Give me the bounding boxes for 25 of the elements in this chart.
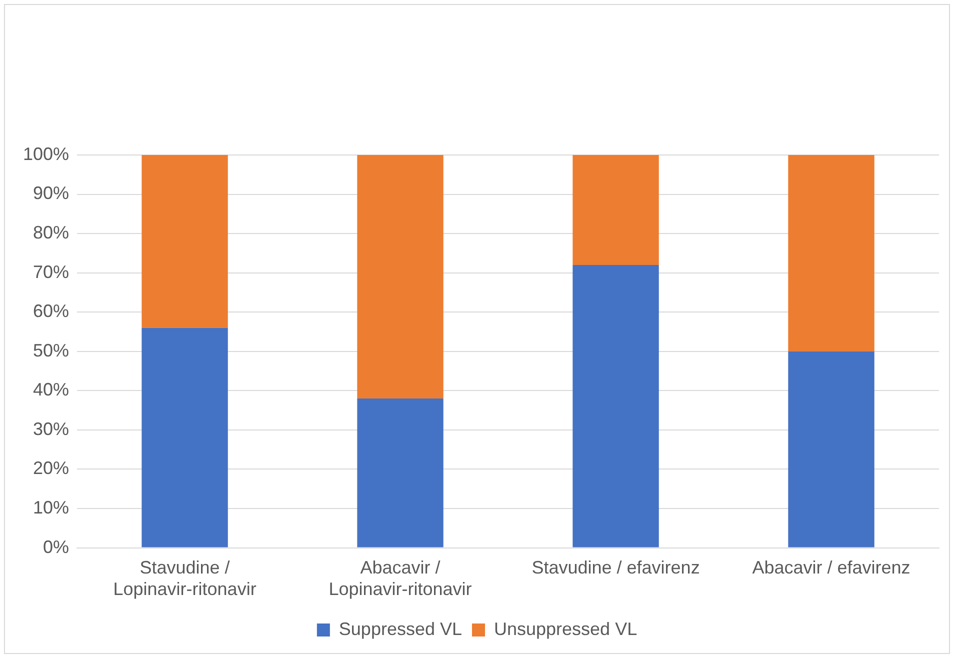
legend-label: Suppressed VL — [338, 618, 462, 639]
y-tick-label: 30% — [33, 418, 70, 439]
bar — [142, 328, 228, 548]
bar — [572, 264, 659, 548]
y-tick-label: 0% — [43, 536, 70, 557]
bar — [357, 155, 444, 399]
bar — [572, 155, 659, 265]
x-tick-label: Abacavir / Lopinavir-ritonavir — [328, 558, 472, 600]
y-tick-label: 60% — [33, 301, 70, 322]
y-tick-label: 100% — [22, 144, 70, 164]
bar — [357, 398, 444, 548]
bar — [142, 155, 228, 328]
x-tick-label: Stavudine / efavirenz — [532, 558, 700, 578]
x-tick-label: Abacavir / efavirenz — [752, 558, 910, 578]
y-tick-label: 20% — [33, 458, 70, 478]
y-tick-label: 90% — [33, 183, 70, 204]
y-tick-label: 70% — [33, 262, 70, 282]
bar — [788, 351, 874, 548]
y-tick-label: 80% — [33, 222, 70, 243]
y-tick-label: 10% — [33, 497, 70, 518]
legend-label: Unsuppressed VL — [494, 618, 638, 639]
bar — [788, 155, 874, 352]
x-tick-label: Stavudine / Lopinavir-ritonavir — [113, 558, 256, 600]
y-tick-label: 40% — [33, 380, 70, 400]
y-tick-label: 50% — [33, 340, 70, 360]
